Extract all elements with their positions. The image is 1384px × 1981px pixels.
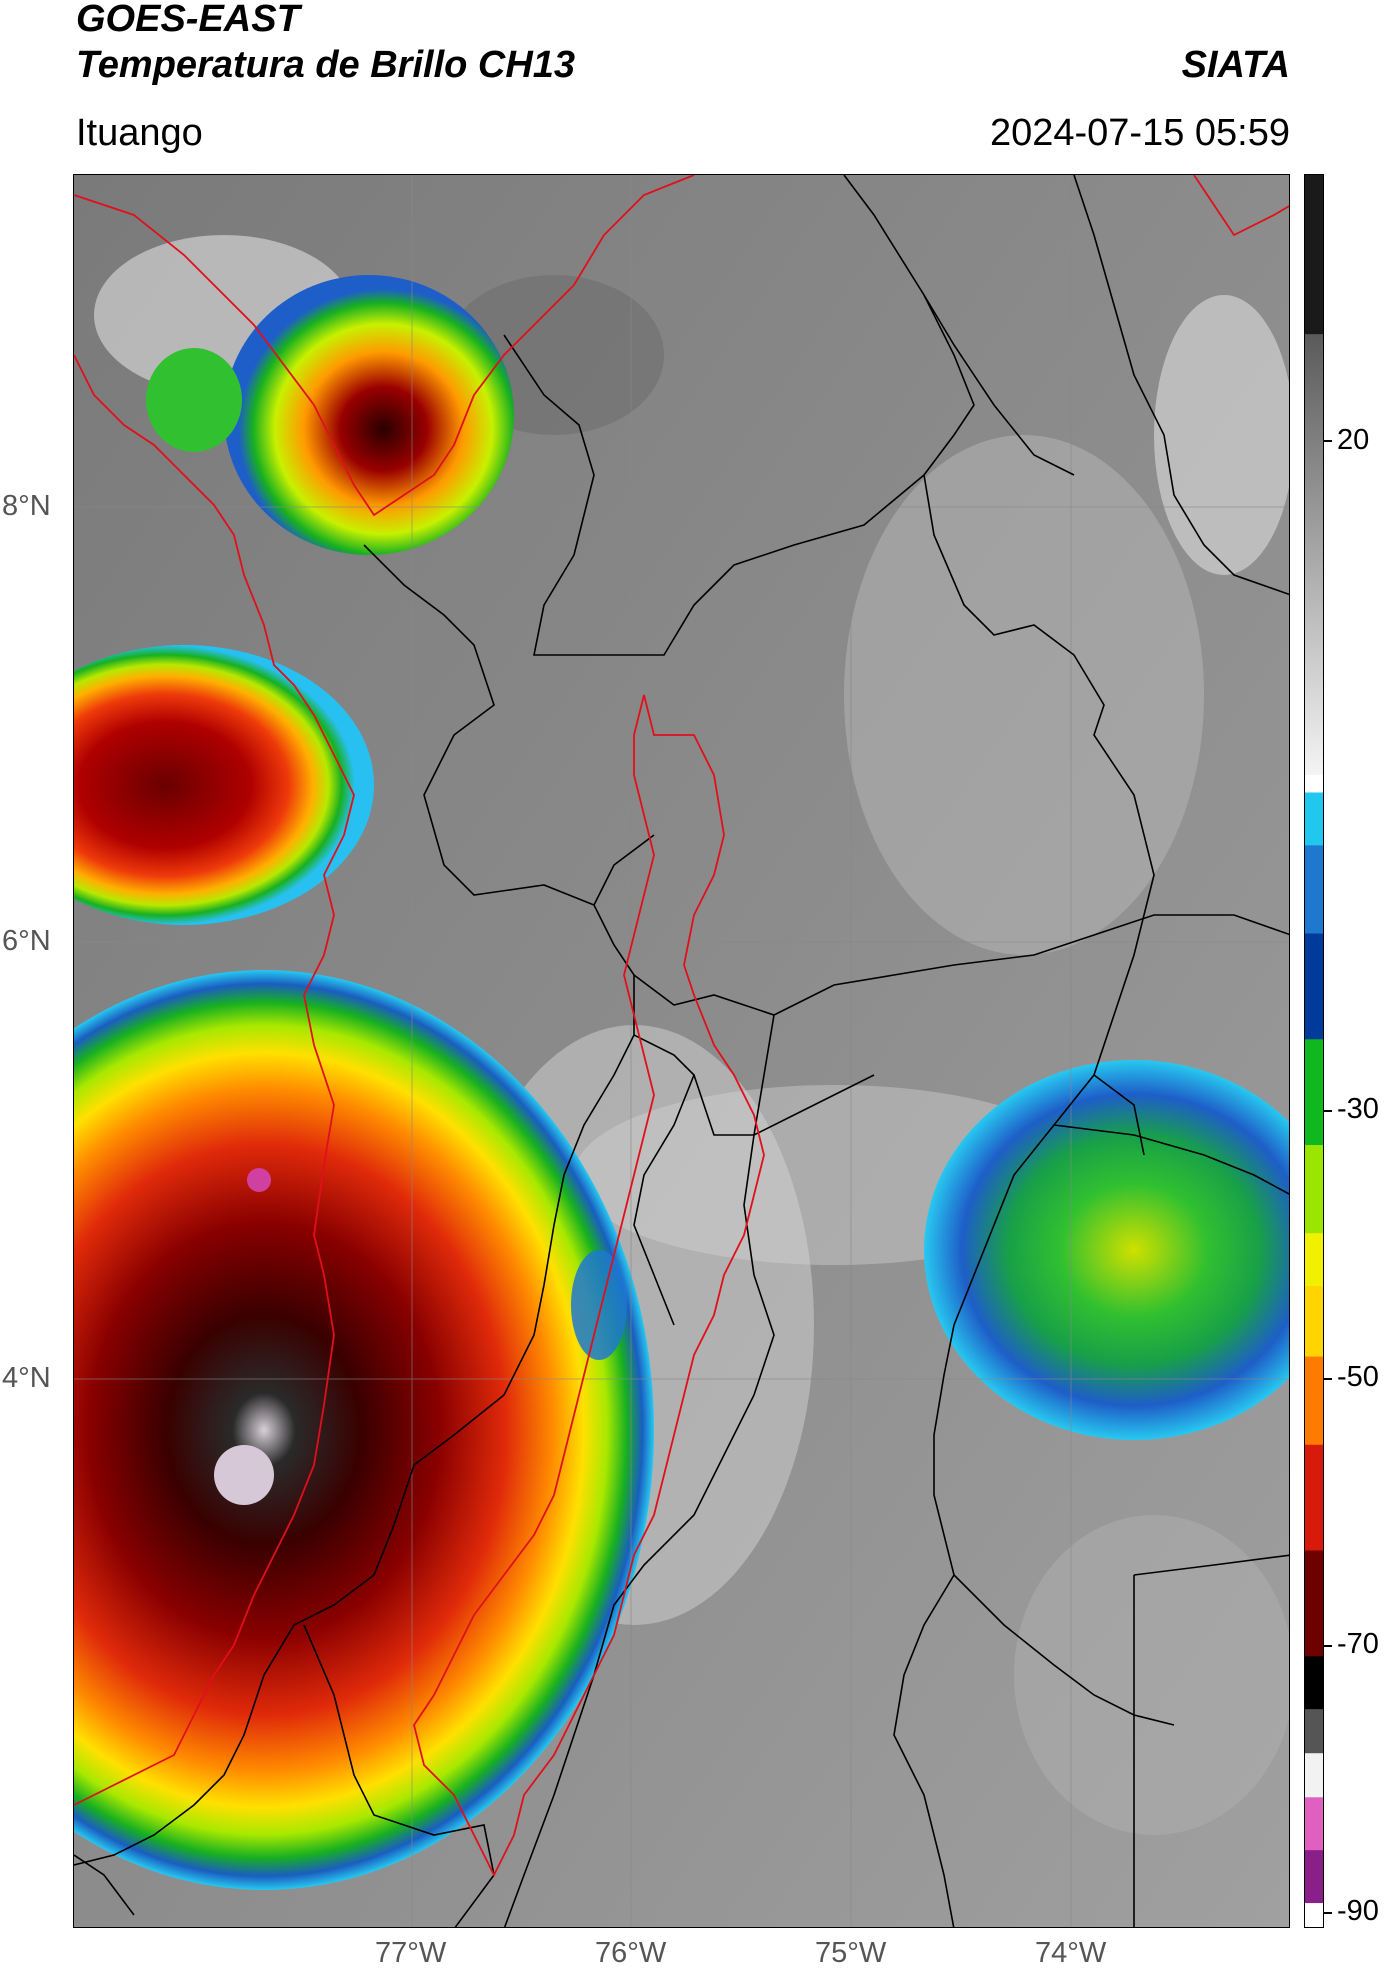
colorbar-segment [1305,774,1323,793]
colorbar-label-minus30: -30 [1337,1093,1379,1125]
basin-and-coast [74,175,1289,1878]
storm-cell-central [571,1250,627,1360]
lon-label-77w: 77°W [375,1937,447,1969]
location-label: Ituango [76,112,203,154]
colorbar-segment [1305,844,1323,934]
datetime-label: 2024-07-15 05:59 [989,112,1290,154]
lon-label-74w: 74°W [1035,1937,1107,1969]
lat-label-8n: 8°N [2,490,51,522]
colorbar-segment [1305,1144,1323,1234]
colorbar-segment [1305,1549,1323,1657]
storm-cell-east [924,1060,1289,1440]
graticule [74,175,1289,1927]
lat-label-6n: 6°N [2,925,51,957]
colorbar-segment [1305,1038,1323,1146]
colorbar-segment [1305,1902,1323,1927]
warm-cloud-band [844,435,1204,955]
colorbar-tick [1324,1110,1332,1112]
storm-cell-north [224,275,514,555]
storm-cell-north-small [146,348,242,452]
colorbar-segment [1305,933,1323,1040]
se-cloud [1014,1515,1289,1835]
storm-cell-southwest [74,970,654,1890]
cirrus-ne [1154,295,1289,575]
lat-label-4n: 4°N [2,1362,51,1394]
colorbar-label-minus70: -70 [1337,1628,1379,1660]
colorbar-tick [1324,1912,1332,1914]
colorbar-segment [1305,1708,1323,1754]
colorbar-tick [1324,1378,1332,1380]
temperature-colorbar [1304,174,1324,1928]
colorbar-segment [1305,175,1323,335]
product-title: Temperatura de Brillo CH13 [76,44,576,86]
colorbar-segment [1305,1444,1323,1551]
satellite-map[interactable] [73,174,1290,1928]
storm-coldest-pixel [247,1168,271,1192]
colorbar-label-minus90: -90 [1337,1895,1379,1927]
colorbar-segment [1305,1752,1323,1798]
satellite-title: GOES-EAST [76,0,300,40]
admin-boundaries [74,175,1289,1927]
colorbar-tick [1324,1645,1332,1647]
lon-label-76w: 76°W [595,1937,667,1969]
colorbar-segment [1305,333,1323,775]
colorbar-label-minus50: -50 [1337,1361,1379,1393]
colorbar-segment [1305,1655,1323,1710]
colorbar-tick [1324,440,1332,442]
colorbar-segment [1305,1356,1323,1445]
colorbar-segment [1305,1285,1323,1357]
colorbar-segment [1305,1796,1323,1851]
brand-label: SIATA [1181,44,1290,86]
storm-cell-west [74,645,374,925]
colorbar-segment [1305,1232,1323,1287]
colorbar-label-20: 20 [1337,424,1370,456]
lon-label-75w: 75°W [815,1937,887,1969]
colorbar-segment [1305,1849,1323,1904]
colorbar-segment [1305,791,1323,846]
storm-overshoot-top [214,1445,274,1505]
